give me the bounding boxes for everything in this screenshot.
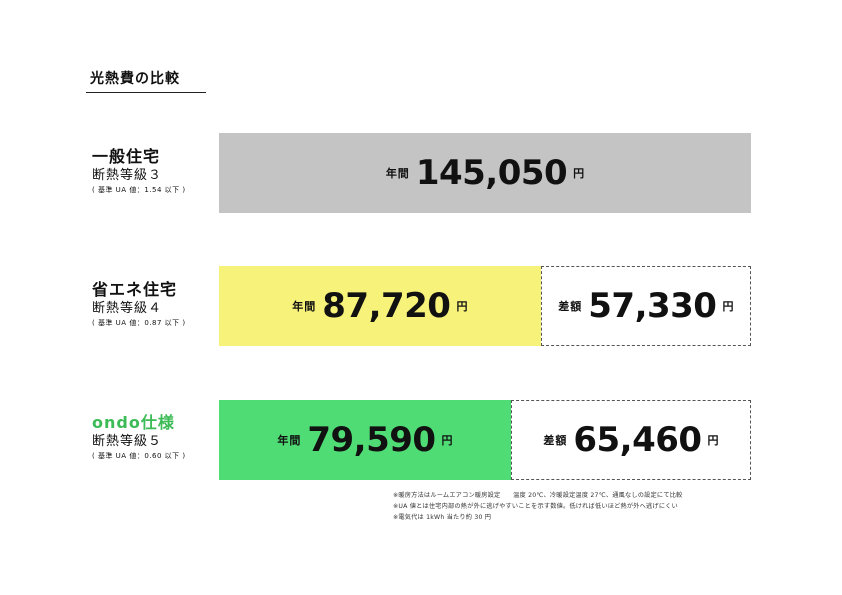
annual-prefix: 年間 [277,434,302,447]
row-label-eco: 省エネ住宅 断熱等級４ ( 基準 UA 値：0.87 以下 ) [92,280,186,329]
bar-eco-annual: 年間 87,720 円 [219,266,541,346]
row-label-general: 一般住宅 断熱等級３ ( 基準 UA 値：1.54 以下 ) [92,147,186,196]
annual-prefix: 年間 [292,300,317,313]
diff-value: 57,330 [588,286,717,326]
unit-label: 円 [441,434,453,447]
unit-label: 円 [707,434,719,447]
footnote: ※UA 値とは住宅内部の熱が外に逃げやすいことを示す数値。低ければ低いほど熱が外… [393,503,678,510]
annual-prefix: 年間 [385,167,410,180]
row-grade: 断熱等級５ [92,434,163,449]
annual-value: 145,050 [415,153,568,193]
row-grade: 断熱等級３ [92,168,163,183]
row-ua: ( 基準 UA 値：0.60 以下 ) [92,452,186,460]
diff-value-label: 差額 65,460 円 [543,420,718,460]
footnotes: ※暖房方法はルームエアコン暖房設定 温度 20℃、冷暖設定温度 27℃、通風なし… [393,490,683,523]
bar-ondo-annual: 年間 79,590 円 [219,400,511,480]
title-underline [86,92,206,93]
bar-ondo-difference: 差額 65,460 円 [510,400,751,480]
row-name: 一般住宅 [92,147,161,166]
footnote: ※暖房方法はルームエアコン暖房設定 温度 20℃、冷暖設定温度 27℃、通風なし… [393,492,683,499]
row-name: 省エネ住宅 [92,280,178,299]
unit-label: 円 [456,300,468,313]
row-ua: ( 基準 UA 値：0.87 以下 ) [92,319,186,327]
bar-general-annual: 年間 145,050 円 [219,133,751,213]
row-grade: 断熱等級４ [92,301,163,316]
bar-eco-difference: 差額 57,330 円 [540,266,751,346]
bar-value-label: 年間 79,590 円 [277,420,452,460]
unit-label: 円 [573,167,585,180]
diff-prefix: 差額 [558,300,583,313]
bar-value-label: 年間 145,050 円 [386,153,584,193]
footnote: ※電気代は 1kWh 当たり約 30 円 [393,514,492,521]
annual-value: 87,720 [322,286,451,326]
unit-label: 円 [722,300,734,313]
row-name: ondo仕様 [92,413,175,432]
diff-value: 65,460 [573,420,702,460]
row-ua: ( 基準 UA 値：1.54 以下 ) [92,186,186,194]
row-label-ondo: ondo仕様 断熱等級５ ( 基準 UA 値：0.60 以下 ) [92,413,186,462]
diff-prefix: 差額 [543,434,568,447]
diff-value-label: 差額 57,330 円 [558,286,733,326]
bar-value-label: 年間 87,720 円 [292,286,467,326]
page-title: 光熱費の比較 [90,71,180,87]
annual-value: 79,590 [307,420,436,460]
